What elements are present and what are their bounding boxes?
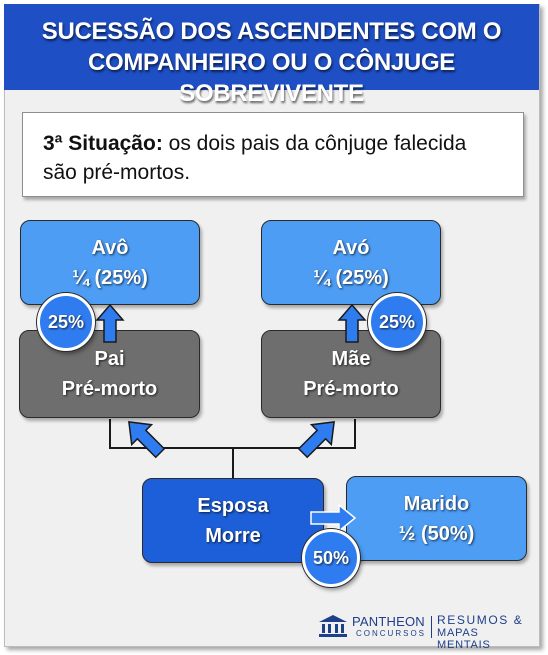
avo-left-badge: 25% bbox=[37, 293, 95, 351]
avo-right-badge: 25% bbox=[368, 293, 426, 351]
avo-right-name: Avó bbox=[332, 236, 370, 259]
situation-text: os dois pais da cônjuge falecida são pré… bbox=[43, 132, 467, 184]
arrow-up-left bbox=[95, 303, 125, 343]
connector-pai bbox=[109, 419, 234, 478]
avo-right-box: Avó ¼ (25%) bbox=[261, 220, 441, 305]
title-line-2: COMPANHEIRO OU O CÔNJUGE SOBREVIVENTE bbox=[87, 49, 456, 107]
tagline-2: MAPAS MENTAIS bbox=[437, 627, 491, 651]
connector-mae bbox=[233, 419, 356, 449]
pai-name: Pai bbox=[94, 348, 125, 370]
mae-name: Mãe bbox=[331, 348, 371, 370]
brand-name: PANTHEON bbox=[352, 614, 425, 629]
avo-right-share: ¼ (25%) bbox=[313, 266, 389, 289]
arrow-to-mae bbox=[297, 421, 335, 459]
mae-status: Pré-morto bbox=[303, 378, 399, 400]
arrow-to-pai bbox=[128, 421, 166, 459]
footer-divider bbox=[431, 616, 432, 638]
footer-logo: PANTHEON CONCURSOS RESUMOS & MAPAS MENTA… bbox=[318, 612, 533, 651]
pai-status: Pré-morto bbox=[61, 378, 158, 400]
esposa-status: Morre bbox=[205, 524, 261, 547]
marido-box: Marido ½ (50%) bbox=[346, 476, 527, 561]
avo-left-box: Avô ¼ (25%) bbox=[20, 220, 200, 305]
page-title: SUCESSÃO DOS ASCENDENTES COM O COMPANHEI… bbox=[4, 16, 539, 109]
brand-subtitle: CONCURSOS bbox=[356, 629, 427, 638]
arrow-up-right bbox=[337, 303, 367, 343]
avo-left-name: Avô bbox=[91, 236, 129, 259]
marido-name: Marido bbox=[403, 492, 470, 515]
header-banner: SUCESSÃO DOS ASCENDENTES COM O COMPANHEI… bbox=[4, 4, 539, 107]
situation-label: 3ª Situação: bbox=[43, 132, 163, 155]
arrow-to-marido bbox=[310, 503, 357, 533]
situation-note: 3ª Situação: os dois pais da cônjuge fal… bbox=[22, 112, 524, 197]
marido-badge: 50% bbox=[302, 529, 360, 587]
marido-share: ½ (50%) bbox=[398, 522, 475, 545]
title-line-1: SUCESSÃO DOS ASCENDENTES COM O bbox=[41, 18, 502, 45]
pantheon-logo-icon bbox=[319, 615, 347, 637]
esposa-name: Esposa bbox=[197, 494, 269, 517]
esposa-box: Esposa Morre bbox=[142, 478, 324, 563]
avo-left-share: ¼ (25%) bbox=[72, 266, 148, 289]
tagline-1: RESUMOS & bbox=[437, 613, 524, 627]
